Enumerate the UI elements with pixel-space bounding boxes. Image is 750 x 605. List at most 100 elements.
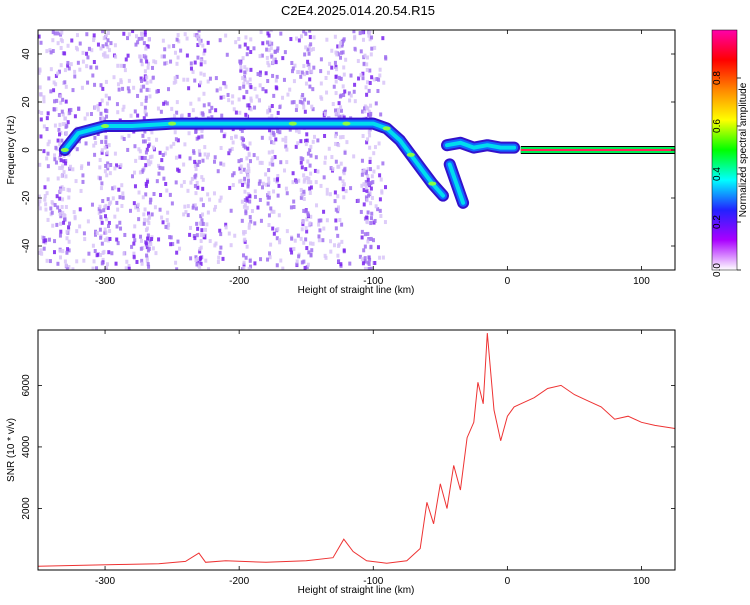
noise-speck bbox=[147, 211, 151, 216]
noise-speck bbox=[373, 218, 377, 223]
noise-speck bbox=[370, 174, 374, 179]
noise-speck bbox=[66, 43, 70, 48]
noise-speck bbox=[207, 267, 211, 270]
noise-speck bbox=[305, 132, 309, 137]
noise-speck bbox=[68, 110, 72, 115]
noise-speck bbox=[133, 224, 137, 229]
noise-speck bbox=[197, 30, 201, 33]
noise-speck bbox=[243, 176, 247, 181]
noise-speck bbox=[146, 179, 150, 184]
noise-speck bbox=[328, 61, 332, 66]
noise-speck bbox=[231, 183, 235, 188]
noise-speck bbox=[58, 248, 62, 253]
noise-speck bbox=[243, 237, 247, 242]
noise-speck bbox=[147, 264, 151, 269]
noise-speck bbox=[121, 107, 125, 112]
noise-speck bbox=[248, 194, 252, 199]
noise-speck bbox=[61, 197, 65, 202]
noise-speck bbox=[99, 186, 103, 191]
noise-speck bbox=[107, 201, 111, 206]
noise-speck bbox=[56, 41, 60, 46]
noise-speck bbox=[339, 135, 343, 140]
noise-speck bbox=[257, 181, 261, 186]
noise-speck bbox=[97, 207, 101, 212]
noise-speck bbox=[78, 67, 82, 72]
noise-speck bbox=[304, 167, 308, 172]
noise-speck bbox=[299, 160, 303, 165]
noise-speck bbox=[54, 107, 58, 112]
noise-speck bbox=[313, 168, 317, 173]
noise-speck bbox=[69, 62, 73, 67]
snr-x-tick-label: 0 bbox=[505, 576, 511, 587]
noise-speck bbox=[366, 167, 370, 172]
noise-speck bbox=[334, 131, 338, 136]
noise-speck bbox=[53, 153, 57, 158]
noise-speck bbox=[148, 239, 152, 244]
noise-speck bbox=[101, 44, 105, 49]
noise-speck bbox=[71, 167, 75, 172]
noise-speck bbox=[342, 65, 346, 70]
noise-speck bbox=[221, 256, 225, 261]
noise-speck bbox=[278, 240, 282, 245]
noise-speck bbox=[372, 151, 376, 156]
noise-speck bbox=[225, 52, 229, 57]
noise-speck bbox=[372, 77, 376, 82]
noise-speck bbox=[108, 171, 112, 176]
noise-speck bbox=[144, 183, 148, 188]
noise-speck bbox=[168, 192, 172, 197]
noise-speck bbox=[270, 104, 274, 109]
noise-speck bbox=[359, 73, 363, 78]
noise-speck bbox=[222, 162, 226, 167]
noise-speck bbox=[145, 253, 149, 258]
noise-speck bbox=[364, 85, 368, 90]
noise-speck bbox=[122, 104, 126, 109]
noise-speck bbox=[109, 163, 113, 168]
noise-speck bbox=[274, 85, 278, 90]
noise-speck bbox=[194, 129, 198, 134]
noise-speck bbox=[279, 31, 283, 36]
noise-speck bbox=[299, 187, 303, 192]
noise-speck bbox=[147, 214, 151, 219]
noise-speck bbox=[75, 259, 79, 264]
noise-speck bbox=[267, 223, 271, 228]
noise-speck bbox=[38, 162, 42, 167]
noise-speck bbox=[162, 54, 166, 59]
noise-speck bbox=[272, 132, 276, 137]
noise-speck bbox=[364, 195, 368, 200]
noise-speck bbox=[213, 207, 217, 212]
noise-speck bbox=[285, 229, 289, 234]
noise-speck bbox=[303, 52, 307, 57]
noise-speck bbox=[95, 231, 99, 236]
noise-speck bbox=[370, 195, 374, 200]
noise-speck bbox=[308, 241, 312, 246]
noise-speck bbox=[177, 168, 181, 173]
noise-speck bbox=[336, 52, 340, 57]
spectrogram-x-ticks: -300 -200 -100 0 100 bbox=[95, 30, 650, 287]
noise-speck bbox=[329, 249, 333, 254]
noise-speck bbox=[243, 198, 247, 203]
noise-speck bbox=[316, 138, 320, 143]
noise-speck bbox=[195, 136, 199, 141]
noise-speck bbox=[105, 114, 109, 119]
noise-speck bbox=[96, 42, 100, 47]
noise-speck bbox=[73, 74, 77, 79]
noise-speck bbox=[120, 203, 124, 208]
noise-speck bbox=[374, 101, 378, 106]
noise-speck bbox=[45, 258, 49, 263]
noise-speck bbox=[92, 33, 96, 38]
noise-speck bbox=[279, 258, 283, 263]
noise-speck bbox=[116, 241, 120, 246]
noise-speck bbox=[144, 163, 148, 168]
noise-speck bbox=[169, 59, 173, 64]
noise-speck bbox=[61, 122, 65, 127]
noise-speck bbox=[243, 230, 247, 235]
noise-speck bbox=[365, 140, 369, 145]
noise-speck bbox=[40, 111, 44, 116]
noise-speck bbox=[272, 93, 276, 98]
noise-speck bbox=[292, 246, 296, 251]
noise-speck bbox=[38, 68, 42, 73]
noise-speck bbox=[176, 55, 180, 60]
noise-speck bbox=[175, 110, 179, 115]
noise-speck bbox=[66, 187, 70, 192]
noise-speck bbox=[67, 265, 71, 270]
